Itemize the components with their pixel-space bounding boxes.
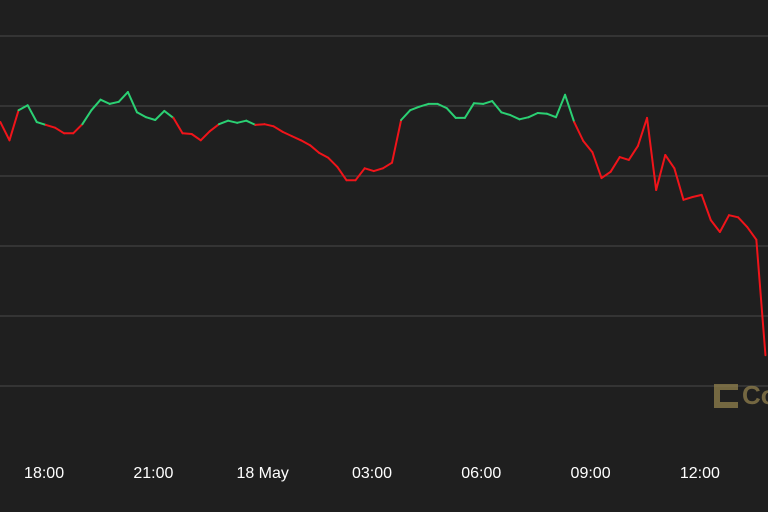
line-segment [227,119,239,124]
line-segment [254,123,266,126]
line-segment [500,111,512,117]
line-segment [290,135,302,142]
line-segment [609,156,621,173]
line-segment [327,156,339,168]
line-segment [181,132,193,135]
x-tick-label: 18:00 [24,465,64,482]
logo-bar [714,384,720,408]
line-segment [618,156,630,161]
logo-bar [720,402,738,408]
line-segment [436,102,448,110]
line-segment [126,91,138,114]
line-segment [682,196,694,201]
line-segment [600,170,612,180]
line-segment [272,125,284,133]
line-segment [445,107,457,119]
line-segment [135,111,148,119]
line-segment [99,98,111,105]
x-tick-label: 03:00 [352,465,392,482]
line-segment [208,123,220,133]
line-segment [217,119,230,126]
line-segment [363,167,375,173]
line-segment [117,91,129,103]
line-segment [154,109,166,121]
x-tick-label: 12:00 [680,465,720,482]
line-segment [54,126,66,135]
line-segment [627,144,639,161]
line-segment [299,139,312,147]
line-segment [372,167,384,173]
line-segment [309,144,321,154]
line-segment [636,116,649,147]
line-segment [400,109,412,121]
line-segment [655,154,667,191]
watermark: Co [714,380,768,410]
x-axis: 18:00 21:00 18 May 03:00 06:00 09:00 12:00 [24,465,720,482]
line-segment [72,123,84,135]
line-segment [728,214,740,219]
line-segment [8,109,20,142]
line-segment [145,116,157,121]
line-segment [354,167,366,182]
line-segment [573,121,585,142]
line-segment [518,116,530,121]
line-segment [527,112,539,119]
line-segment [0,121,11,142]
price-line [0,91,767,357]
line-segment [44,123,57,129]
line-segment [336,165,348,182]
x-tick-label: 18 May [236,465,288,482]
line-segment [418,102,430,108]
line-segment [664,154,676,170]
line-segment [245,119,257,126]
x-tick-label: 09:00 [571,465,611,482]
line-segment [409,105,421,112]
line-segment [236,119,248,124]
line-segment [582,140,594,154]
line-segment [718,214,731,233]
line-segment [199,130,211,142]
line-segment [482,100,494,105]
line-segment [26,104,38,124]
line-segment [472,102,485,105]
line-segment [381,161,394,170]
line-segment [81,109,93,126]
line-segment [545,112,557,119]
line-segment [172,116,184,135]
line-segment [190,133,202,142]
line-segment [737,216,749,229]
line-segment [163,109,175,119]
line-segment [108,100,120,105]
x-tick-label: 06:00 [461,465,501,482]
line-segment [491,100,503,114]
watermark-text: Co [742,380,768,410]
line-segment [673,167,685,201]
line-segment [646,116,658,191]
x-tick-label: 21:00 [133,465,173,482]
line-segment [17,104,29,112]
grid [0,35,768,387]
line-segment [746,226,758,241]
line-segment [591,151,603,180]
line-segment [263,123,275,128]
line-segment [709,219,721,233]
line-segment [318,151,330,159]
line-segment [554,93,567,119]
line-segment [463,102,475,119]
line-segment [536,112,548,115]
logo-bar [720,384,738,390]
line-segment [35,121,47,126]
line-segment [691,193,703,198]
line-segment [700,193,712,222]
line-segment [391,119,403,164]
line-segment [564,93,576,124]
line-segment [755,238,767,357]
line-segment [90,98,102,112]
line-segment [281,130,293,138]
line-segment [509,114,521,121]
